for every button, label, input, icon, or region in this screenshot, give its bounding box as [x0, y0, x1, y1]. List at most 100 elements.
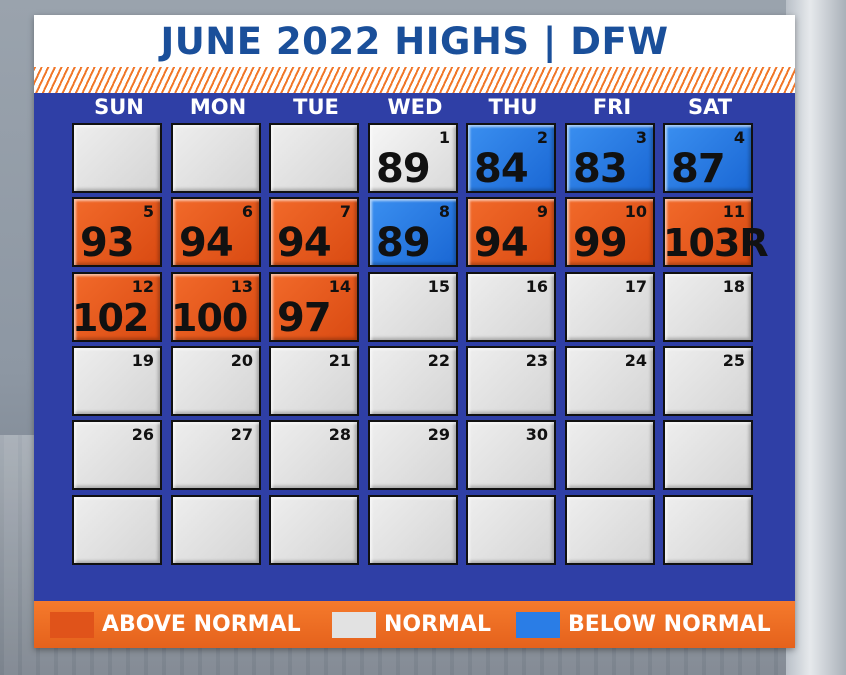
legend-item-below: BELOW NORMAL — [516, 601, 771, 648]
day-number: 19 — [131, 351, 154, 370]
legend: ABOVE NORMAL NORMAL BELOW NORMAL — [34, 601, 795, 648]
day-number: 25 — [722, 351, 745, 370]
high-temperature: 94 — [277, 220, 332, 266]
high-temperature: 89 — [376, 146, 431, 192]
day-number: 10 — [624, 202, 647, 221]
day-number: 16 — [525, 277, 548, 296]
day-number: 13 — [230, 277, 253, 296]
day-number: 24 — [624, 351, 647, 370]
high-temperature: 93 — [80, 220, 135, 266]
calendar-day-cell: 24 — [565, 346, 655, 416]
day-number: 17 — [624, 277, 647, 296]
high-temperature: 84 — [474, 146, 529, 192]
high-temperature: 94 — [474, 220, 529, 266]
legend-label: NORMAL — [384, 612, 491, 637]
calendar-day-cell — [663, 420, 753, 490]
calendar-day-cell: 19 — [72, 346, 162, 416]
day-number: 4 — [733, 128, 745, 147]
day-number: 15 — [427, 277, 450, 296]
page-title: JUNE 2022 HIGHS | DFW — [160, 19, 669, 63]
calendar-area: SUN MON TUE WED THU FRI SAT 1 89 2 84 3 83 4 87… — [34, 93, 795, 601]
day-number: 1 — [438, 128, 450, 147]
calendar-day-cell: 29 — [368, 420, 458, 490]
calendar-day-cell: 3 83 — [565, 123, 655, 193]
legend-swatch-normal — [332, 611, 376, 638]
weekday-label: WED — [387, 95, 443, 119]
calendar-day-cell: 16 — [466, 272, 556, 342]
weekday-label: FRI — [592, 95, 632, 119]
calendar-day-cell — [269, 123, 359, 193]
calendar-day-cell: 15 — [368, 272, 458, 342]
weekday-label: MON — [189, 95, 247, 119]
high-temperature: 100 — [171, 296, 248, 340]
calendar-day-cell: 9 94 — [466, 197, 556, 267]
high-temperature: 99 — [573, 220, 628, 266]
day-number: 12 — [131, 277, 154, 296]
legend-swatch-below — [516, 611, 560, 638]
calendar-day-cell — [565, 495, 655, 565]
weekday-label: TUE — [293, 95, 339, 119]
calendar-day-cell: 22 — [368, 346, 458, 416]
day-number: 5 — [142, 202, 154, 221]
calendar-day-cell: 20 — [171, 346, 261, 416]
day-number: 23 — [525, 351, 548, 370]
calendar-day-cell — [368, 495, 458, 565]
legend-item-above: ABOVE NORMAL — [50, 601, 301, 648]
calendar-grid: 1 89 2 84 3 83 4 87 5 93 6 94 7 94 8 89 9 94 10 99 11 103R 12 1… — [72, 123, 769, 593]
legend-swatch-above — [50, 611, 94, 638]
calendar-day-cell: 21 — [269, 346, 359, 416]
calendar-day-cell: 6 94 — [171, 197, 261, 267]
weekday-label: SUN — [94, 95, 144, 119]
high-temperature: 102 — [72, 296, 149, 340]
calendar-day-cell: 2 84 — [466, 123, 556, 193]
day-number: 18 — [722, 277, 745, 296]
calendar-day-cell: 17 — [565, 272, 655, 342]
high-temperature: 94 — [179, 220, 234, 266]
calendar-day-cell: 27 — [171, 420, 261, 490]
title-bar: JUNE 2022 HIGHS | DFW — [34, 15, 795, 67]
day-number: 21 — [328, 351, 351, 370]
background-bridge-pillar — [786, 0, 846, 675]
high-temperature: 83 — [573, 146, 628, 192]
day-number: 9 — [536, 202, 548, 221]
calendar-day-cell — [269, 495, 359, 565]
day-number: 30 — [525, 425, 548, 444]
calendar-day-cell: 11 103R — [663, 197, 769, 267]
calendar-day-cell — [171, 123, 261, 193]
day-number: 14 — [328, 277, 351, 296]
calendar-day-cell: 10 99 — [565, 197, 655, 267]
day-number: 7 — [339, 202, 351, 221]
calendar-day-cell — [72, 495, 162, 565]
calendar-day-cell: 8 89 — [368, 197, 458, 267]
high-temperature: 103R — [663, 221, 769, 265]
day-number: 20 — [230, 351, 253, 370]
day-number: 22 — [427, 351, 450, 370]
day-number: 27 — [230, 425, 253, 444]
day-number: 29 — [427, 425, 450, 444]
calendar-day-cell: 26 — [72, 420, 162, 490]
calendar-day-cell: 12 102 — [72, 272, 162, 342]
calendar-day-cell: 13 100 — [171, 272, 261, 342]
day-number: 8 — [438, 202, 450, 221]
legend-label: BELOW NORMAL — [568, 612, 771, 637]
calendar-day-cell — [466, 495, 556, 565]
weekday-label: SAT — [687, 95, 733, 119]
calendar-day-cell — [663, 495, 753, 565]
calendar-day-cell: 28 — [269, 420, 359, 490]
legend-label: ABOVE NORMAL — [102, 612, 301, 637]
decorative-stripe — [34, 67, 795, 93]
calendar-day-cell: 30 — [466, 420, 556, 490]
calendar-day-cell: 23 — [466, 346, 556, 416]
calendar-day-cell: 4 87 — [663, 123, 753, 193]
calendar-day-cell — [565, 420, 655, 490]
day-number: 11 — [722, 202, 745, 221]
day-number: 2 — [536, 128, 548, 147]
calendar-day-cell — [72, 123, 162, 193]
high-temperature: 89 — [376, 220, 431, 266]
calendar-day-cell: 5 93 — [72, 197, 162, 267]
calendar-day-cell: 7 94 — [269, 197, 359, 267]
weekday-header: SUN MON TUE WED THU FRI SAT — [34, 95, 795, 119]
weekday-label: THU — [488, 95, 538, 119]
day-number: 26 — [131, 425, 154, 444]
day-number: 6 — [241, 202, 253, 221]
